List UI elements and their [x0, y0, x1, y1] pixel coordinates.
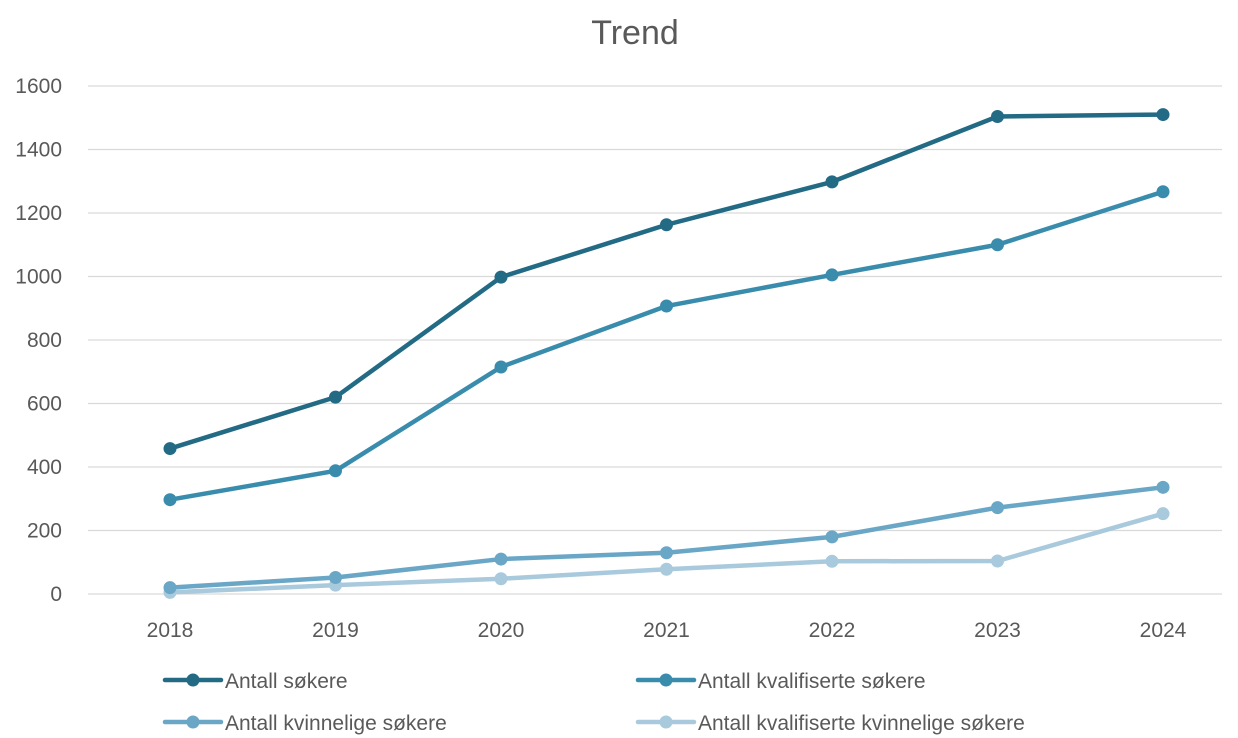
- legend-item: Antall kvalifiserte kvinnelige søkere: [635, 712, 1025, 735]
- legend-label: Antall søkere: [225, 670, 348, 693]
- data-point: [825, 530, 839, 544]
- y-axis: 0 200 400 600 800 1000 1200 1400 1600: [15, 75, 62, 606]
- data-point: [660, 218, 673, 232]
- y-tick-label: 1000: [15, 266, 62, 289]
- x-tick-label: 2022: [809, 619, 856, 642]
- x-tick-label: 2021: [643, 619, 690, 642]
- series-line: [167, 189, 1166, 502]
- data-point: [660, 562, 673, 576]
- data-point: [1156, 185, 1170, 199]
- legend-swatch-marker: [186, 673, 200, 687]
- series-1: [163, 108, 1170, 456]
- data-point: [1156, 108, 1170, 122]
- data-point: [329, 390, 342, 404]
- data-point: [825, 268, 839, 282]
- data-point: [163, 442, 177, 456]
- series-group: [163, 108, 1170, 599]
- data-point: [494, 552, 508, 566]
- legend-swatch-marker: [659, 715, 673, 729]
- data-point: [991, 554, 1004, 568]
- legend-label: Antall kvinnelige søkere: [225, 712, 447, 735]
- x-tick-label: 2019: [312, 619, 359, 642]
- data-point: [329, 464, 342, 478]
- data-point: [660, 546, 673, 560]
- legend-item: Antall søkere: [162, 670, 348, 693]
- x-tick-label: 2018: [147, 619, 194, 642]
- y-tick-label: 800: [27, 329, 62, 352]
- data-point: [991, 238, 1004, 252]
- data-point: [660, 299, 673, 313]
- legend-item: Antall kvalifiserte søkere: [635, 670, 926, 693]
- data-point: [163, 581, 177, 595]
- legend: Antall søkere Antall kvalifiserte søkere A…: [162, 670, 1025, 735]
- y-tick-label: 1400: [15, 139, 62, 162]
- data-point: [494, 572, 508, 586]
- data-point: [494, 360, 508, 374]
- y-tick-label: 200: [27, 520, 62, 543]
- data-point: [1156, 480, 1170, 494]
- x-axis: 2018 2019 2020 2021 2022 2023 2024: [147, 619, 1187, 642]
- data-point: [991, 501, 1004, 515]
- data-point: [825, 554, 839, 568]
- x-tick-label: 2023: [974, 619, 1021, 642]
- series-2: [163, 185, 1170, 507]
- gridlines: [88, 85, 1222, 595]
- chart-title: Trend: [591, 14, 679, 52]
- data-point: [494, 270, 508, 284]
- x-tick-label: 2020: [478, 619, 525, 642]
- legend-label: Antall kvalifiserte kvinnelige søkere: [698, 712, 1025, 735]
- series-line: [167, 112, 1166, 451]
- y-tick-label: 1600: [15, 75, 62, 98]
- y-tick-label: 600: [27, 393, 62, 416]
- y-tick-label: 1200: [15, 202, 62, 225]
- data-point: [329, 570, 342, 584]
- y-tick-label: 0: [50, 583, 62, 606]
- data-point: [991, 109, 1004, 123]
- legend-swatch-marker: [186, 715, 200, 729]
- data-point: [1156, 507, 1170, 521]
- legend-swatch-marker: [659, 673, 673, 687]
- x-tick-label: 2024: [1140, 619, 1187, 642]
- data-point: [163, 493, 177, 507]
- legend-item: Antall kvinnelige søkere: [162, 712, 447, 735]
- y-tick-label: 400: [27, 456, 62, 479]
- data-point: [825, 175, 839, 189]
- series-3: [163, 480, 1170, 595]
- legend-label: Antall kvalifiserte søkere: [698, 670, 926, 693]
